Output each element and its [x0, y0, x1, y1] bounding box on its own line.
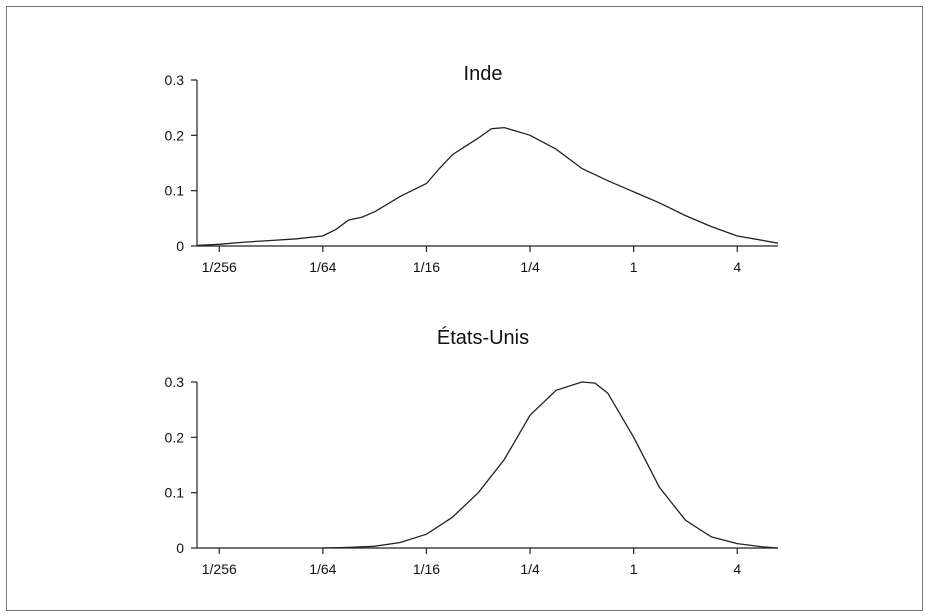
y-tick-label-1-0: 0: [176, 238, 184, 254]
x-tick-label-2-1-4: 1/4: [520, 561, 540, 577]
x-tick-label-1-1: 1: [630, 259, 638, 275]
y-tick-label-2-0.1: 0.1: [165, 485, 185, 501]
x-tick-label-2-1-64: 1/64: [309, 561, 336, 577]
x-tick-label-1-1-16: 1/16: [413, 259, 440, 275]
y-tick-label-2-0: 0: [176, 540, 184, 556]
series-line-2: [323, 382, 778, 548]
y-tick-label-2-0.2: 0.2: [165, 429, 185, 445]
chart-title-2: États-Unis: [437, 326, 529, 349]
x-tick-label-2-1: 1: [630, 561, 638, 577]
chart-title-1: Inde: [464, 63, 503, 85]
x-tick-label-1-1-4: 1/4: [520, 259, 540, 275]
y-tick-label-1-0.2: 0.2: [165, 127, 185, 143]
x-tick-label-1-1-256: 1/256: [202, 259, 237, 275]
series-line-1: [197, 128, 778, 246]
x-tick-label-2-4: 4: [733, 561, 741, 577]
y-tick-label-2-0.3: 0.3: [165, 374, 185, 390]
x-tick-label-1-1-64: 1/64: [309, 259, 336, 275]
y-tick-label-1-0.3: 0.3: [165, 72, 185, 88]
x-tick-label-2-1-16: 1/16: [413, 561, 440, 577]
x-tick-label-1-4: 4: [733, 259, 741, 275]
x-tick-label-2-1-256: 1/256: [202, 561, 237, 577]
y-tick-label-1-0.1: 0.1: [165, 183, 185, 199]
